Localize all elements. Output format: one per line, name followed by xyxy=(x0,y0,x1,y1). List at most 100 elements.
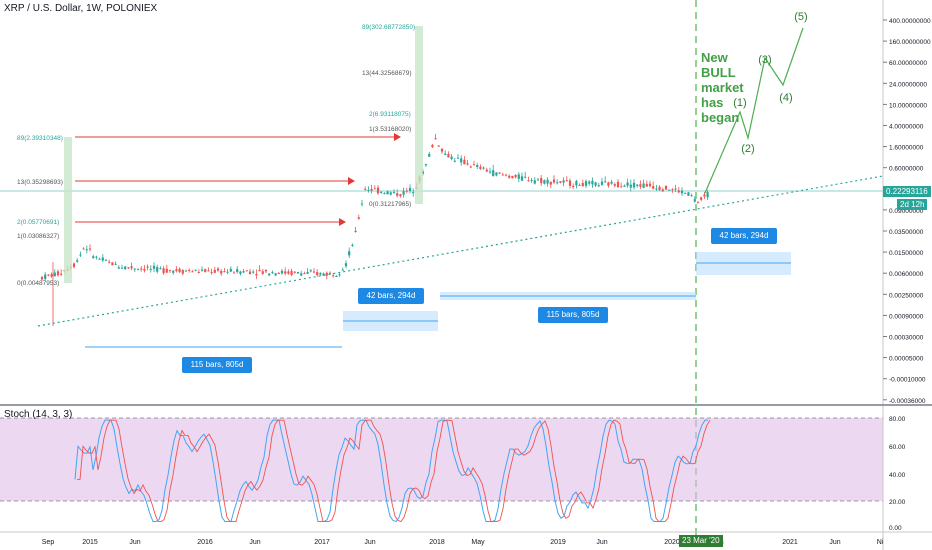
candle-body xyxy=(514,174,517,178)
candle-body xyxy=(495,172,498,176)
candle-body xyxy=(197,271,200,273)
candle-body xyxy=(120,267,124,269)
candle-body xyxy=(575,180,578,186)
candle-body xyxy=(456,157,460,159)
candle-body xyxy=(386,191,389,195)
wave-label: (1) xyxy=(733,97,746,109)
price-tick-label: 1.60000000 xyxy=(889,145,924,152)
candle-body xyxy=(447,153,450,158)
time-tick-label: 2021 xyxy=(782,539,798,546)
candle-body xyxy=(296,272,300,274)
annotation-text: has xyxy=(701,95,723,110)
price-tick-label: 0.00030000 xyxy=(889,335,924,342)
candle-body xyxy=(82,248,85,250)
candle-body xyxy=(290,270,293,275)
candle-body xyxy=(114,263,117,265)
candle-body xyxy=(53,272,56,277)
candle-body xyxy=(181,270,184,274)
candle-body xyxy=(280,270,284,274)
candle-body xyxy=(325,272,328,276)
candle-body xyxy=(223,271,226,273)
wave-label: (4) xyxy=(779,92,792,104)
stoch-tick-label: 40.00 xyxy=(889,472,906,479)
candle-body xyxy=(239,271,242,274)
candle-body xyxy=(498,172,501,174)
time-tick-label: 2019 xyxy=(550,539,566,546)
candle-body xyxy=(172,270,175,273)
bar-count-badge: 42 bars, 294d xyxy=(711,228,777,244)
stoch-tick-label: 0.00 xyxy=(889,525,902,532)
candle-body xyxy=(392,192,396,194)
candle-body xyxy=(229,268,232,272)
price-tick-label: 400.00000000 xyxy=(889,18,931,25)
time-tick-label: 2015 xyxy=(82,539,98,546)
candle-body xyxy=(248,271,252,275)
candle-body xyxy=(597,185,600,187)
candle-body xyxy=(370,188,373,191)
candle-body xyxy=(111,262,114,266)
candle-body xyxy=(696,202,700,204)
price-tick-label: 0.00600000 xyxy=(889,271,924,278)
candle-body xyxy=(210,272,213,274)
candle-body xyxy=(341,269,344,271)
candle-body xyxy=(232,272,236,274)
candle-body xyxy=(127,267,130,269)
candle-body xyxy=(242,271,245,273)
candle-body xyxy=(117,267,120,269)
fib-label: 1(3.53168020) xyxy=(369,126,411,133)
price-tick-label: -0.00036000 xyxy=(889,398,926,405)
candle-body xyxy=(629,184,632,188)
candle-body xyxy=(616,181,620,188)
candle-body xyxy=(245,270,248,272)
candle-body xyxy=(108,261,111,263)
candle-body xyxy=(277,273,280,275)
stoch-tick-label: 20.00 xyxy=(889,499,906,506)
candle-body xyxy=(620,186,623,188)
candle-body xyxy=(175,269,178,272)
candle-body xyxy=(488,171,492,173)
candle-body xyxy=(501,174,504,176)
candle-body xyxy=(319,272,322,275)
candle-body xyxy=(98,258,101,260)
candle-body xyxy=(504,174,508,176)
stoch-title: Stoch (14, 3, 3) xyxy=(4,409,73,420)
candle-body xyxy=(536,179,540,181)
candle-body xyxy=(165,268,168,273)
candle-body xyxy=(188,269,191,271)
candle-body xyxy=(351,244,354,246)
candle-body xyxy=(252,271,255,273)
candle-body xyxy=(658,186,661,191)
wave-label: (5) xyxy=(794,11,807,23)
candle-body xyxy=(661,189,664,192)
candle-body xyxy=(72,263,76,267)
candle-body xyxy=(162,268,165,274)
price-tick-label: 0.00005000 xyxy=(889,356,924,363)
price-tick-label: 60.00000000 xyxy=(889,60,927,67)
current-date-tag: 23 Mar '20 xyxy=(679,535,723,547)
candle-body xyxy=(367,189,370,191)
price-tick-label: 0.01500000 xyxy=(889,250,924,257)
candle-body xyxy=(559,181,562,183)
candle-body xyxy=(527,180,530,182)
time-tick-label: 2017 xyxy=(314,539,330,546)
price-tick-label: 0.03500000 xyxy=(889,229,924,236)
candle-body xyxy=(380,191,383,194)
price-tick-label: 0.00250000 xyxy=(889,292,924,299)
candle-body xyxy=(396,193,399,196)
candle-body xyxy=(268,273,271,276)
candle-body xyxy=(565,180,568,182)
candle-body xyxy=(146,266,149,268)
price-tick-label: 0.09000000 xyxy=(889,208,924,215)
candle-body xyxy=(453,160,456,162)
candle-body xyxy=(460,158,463,163)
candle-body xyxy=(639,184,642,187)
price-tick-label: 10.00000000 xyxy=(889,102,927,109)
candle-body xyxy=(693,199,696,202)
time-tick-label: 2020 xyxy=(664,539,680,546)
candle-body xyxy=(204,269,207,272)
candle-body xyxy=(389,192,392,195)
candle-body xyxy=(428,153,431,157)
candle-body xyxy=(50,274,53,277)
candle-body xyxy=(383,193,386,195)
candle-body xyxy=(440,148,444,152)
